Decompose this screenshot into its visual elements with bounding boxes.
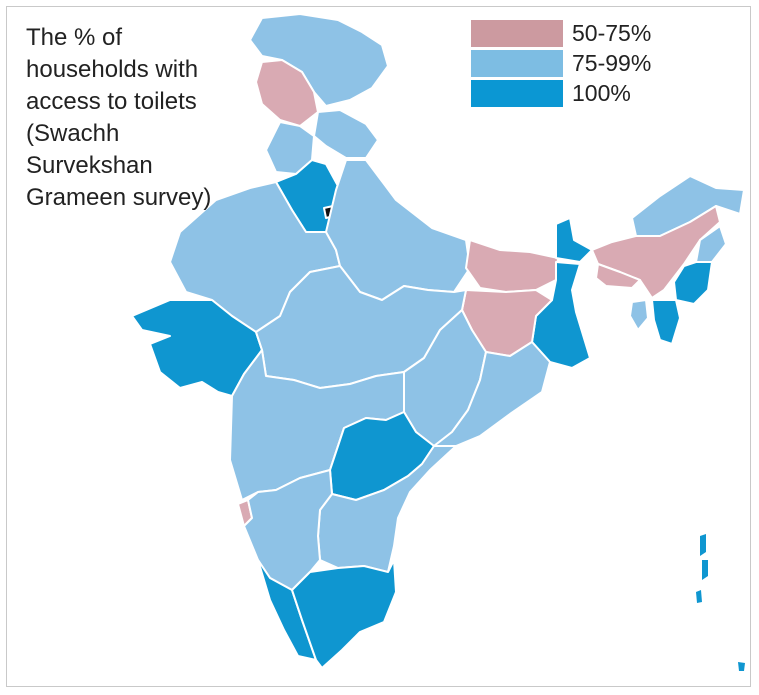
island-little-andaman xyxy=(696,590,702,603)
region-meghalaya[interactable] xyxy=(595,263,641,289)
map-title: The % of households with access to toile… xyxy=(26,24,212,211)
legend-swatch xyxy=(471,19,563,47)
region-andhra-pradesh[interactable] xyxy=(317,445,457,573)
region-bihar[interactable] xyxy=(465,239,559,293)
region-manipur[interactable] xyxy=(673,261,713,305)
region-gujarat[interactable] xyxy=(131,299,263,397)
legend-label: 50-75% xyxy=(572,19,652,46)
region-tripura[interactable] xyxy=(629,299,649,331)
region-jammu-kashmir[interactable] xyxy=(249,13,389,107)
legend-swatch xyxy=(471,79,563,107)
region-nagaland[interactable] xyxy=(695,225,727,263)
region-sikkim[interactable] xyxy=(555,217,593,263)
legend-label: 100% xyxy=(572,79,631,106)
island-north-andaman xyxy=(700,534,706,556)
region-west-bengal[interactable] xyxy=(531,261,591,369)
region-himachal-pradesh[interactable] xyxy=(255,59,319,127)
region-mizoram[interactable] xyxy=(651,299,681,345)
island-middle-andaman xyxy=(702,560,708,580)
legend-item-75-99: 75-99% xyxy=(471,49,651,77)
region-odisha[interactable] xyxy=(433,341,551,447)
legend-label: 75-99% xyxy=(572,49,652,76)
legend-item-100: 100% xyxy=(471,79,651,107)
legend-swatch xyxy=(471,49,563,77)
region-tamil-nadu[interactable] xyxy=(291,559,397,669)
region-andaman-nicobar[interactable] xyxy=(696,534,745,671)
island-nicobar xyxy=(738,662,745,671)
legend: 50-75% 75-99% 100% xyxy=(471,19,651,109)
region-uttarakhand[interactable] xyxy=(313,109,379,159)
legend-item-50-75: 50-75% xyxy=(471,19,651,47)
